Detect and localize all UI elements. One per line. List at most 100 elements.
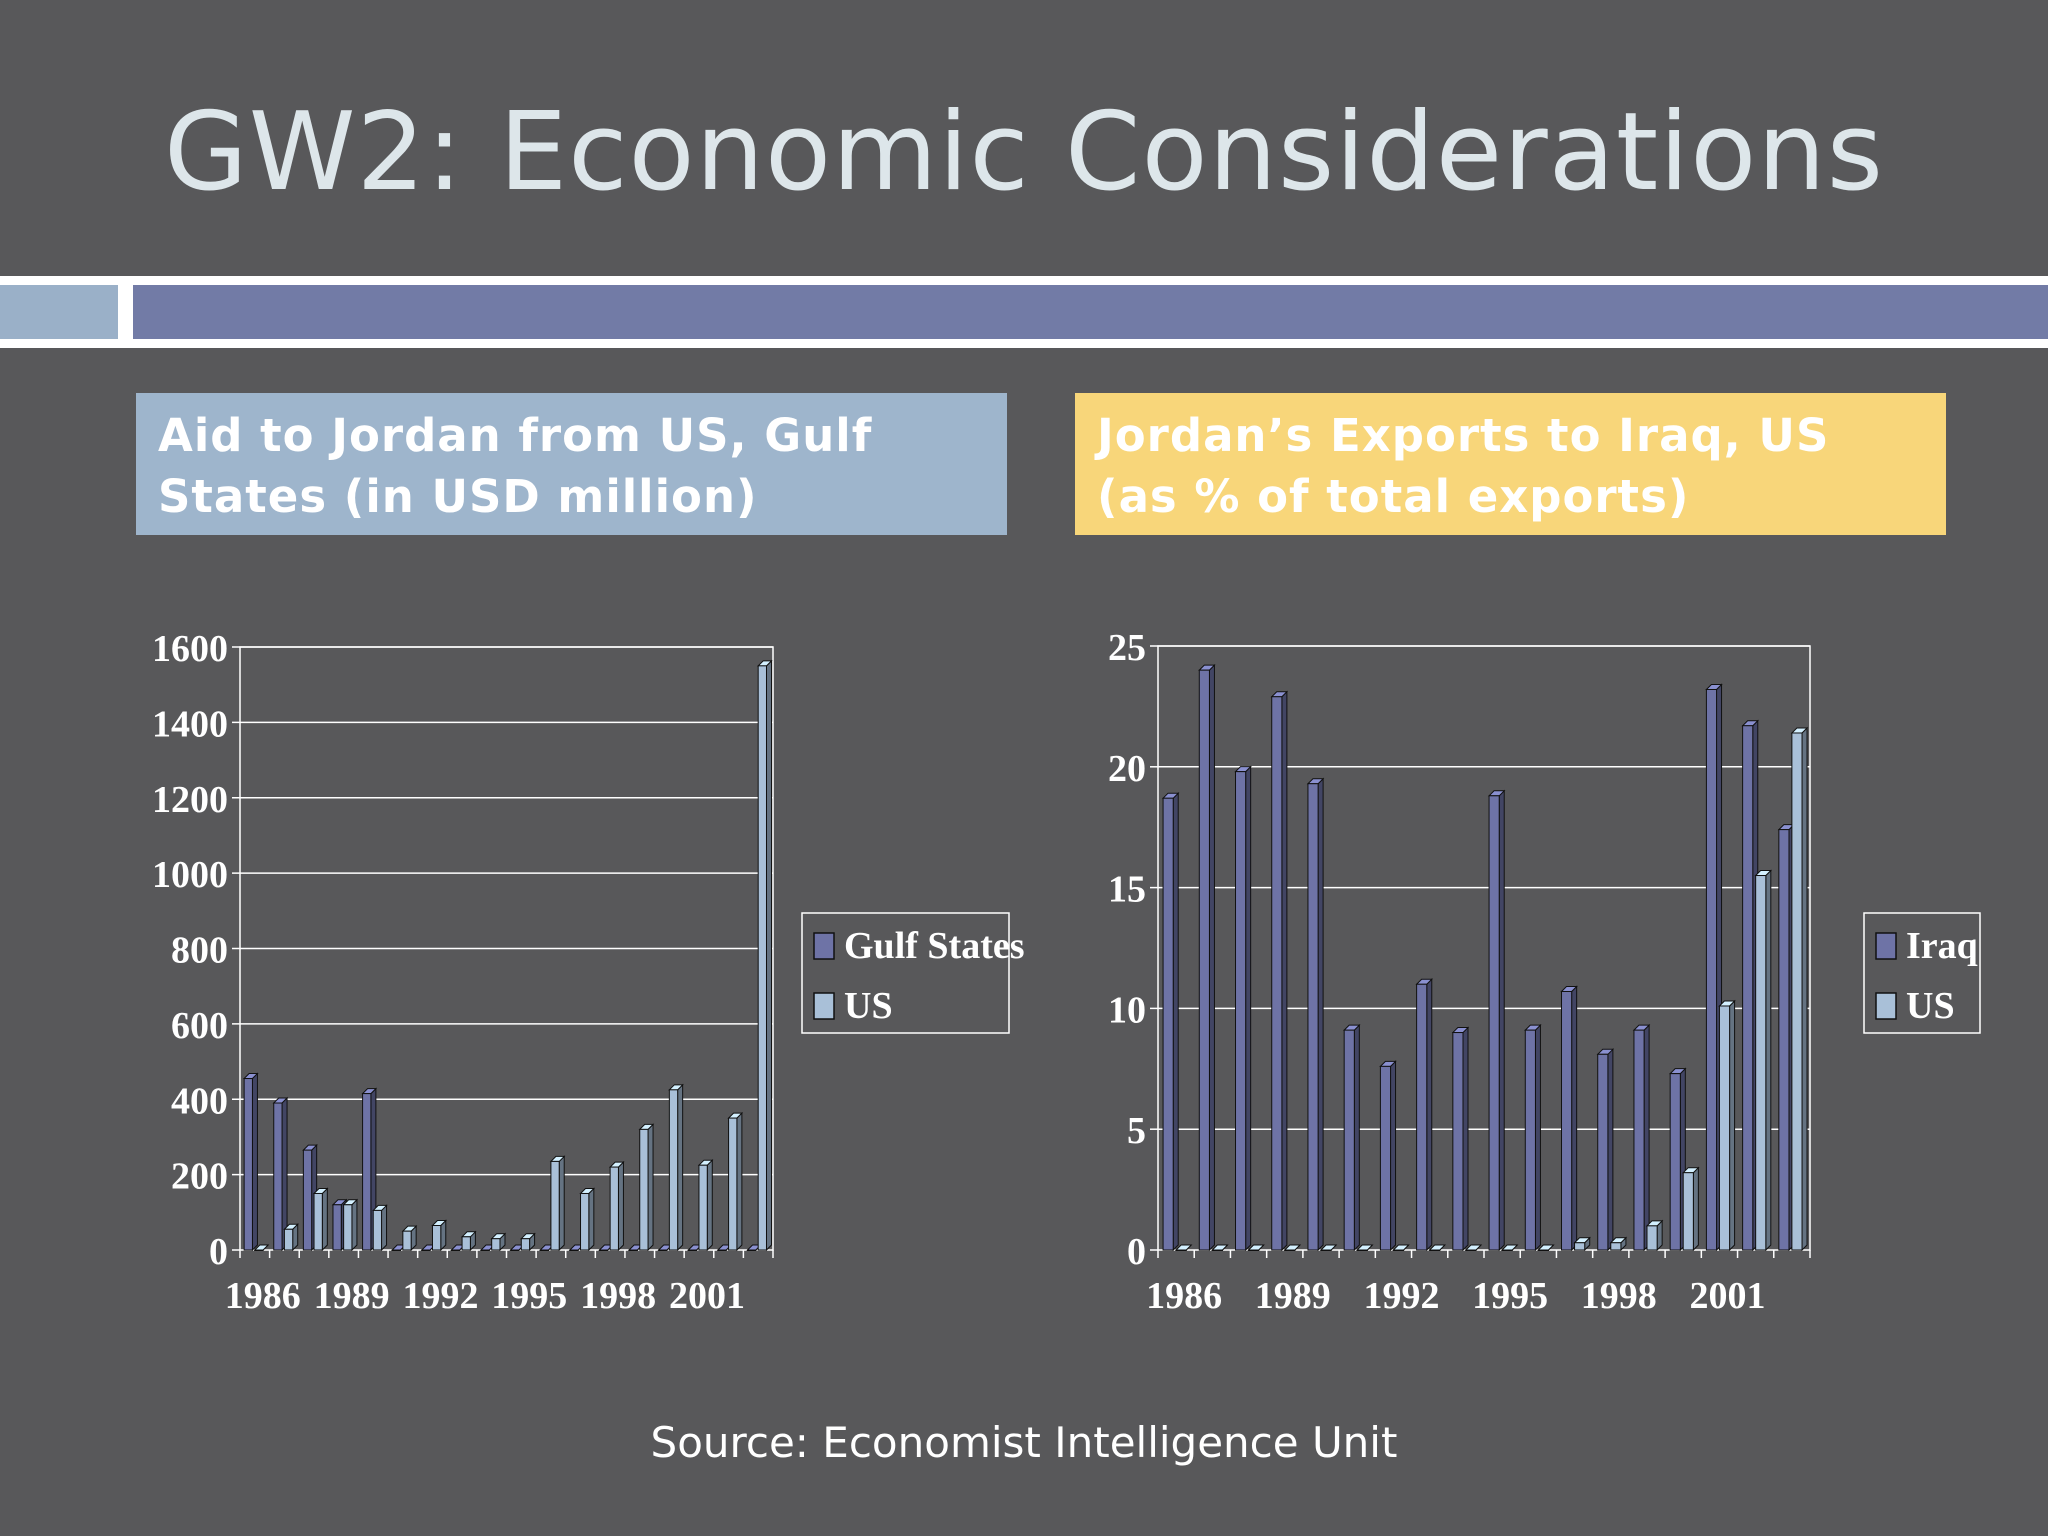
y-tick-label: 0 — [209, 1231, 228, 1273]
y-tick-label: 200 — [171, 1156, 228, 1198]
bar-iraq — [1561, 990, 1573, 1251]
bar-iraq — [1524, 1029, 1536, 1251]
bar-us — [1574, 1242, 1586, 1251]
bar-iraq — [1416, 983, 1428, 1251]
bar-us — [1175, 1249, 1187, 1251]
bar-gulf-states — [747, 1249, 757, 1251]
bar-side — [647, 1123, 654, 1252]
y-tick-label: 1400 — [152, 703, 228, 745]
x-tick-label: 2001 — [669, 1275, 745, 1317]
bar-iraq — [1488, 795, 1500, 1251]
bar-gulf-states — [243, 1078, 253, 1251]
bar-gulf-states — [421, 1249, 431, 1251]
bar-side — [1462, 1026, 1469, 1252]
bar-side — [1692, 1166, 1699, 1252]
exports-chart: 0 5 10 15 20 25 1986 1989 1992 1995 1998 2001 Iraq US — [1108, 627, 1981, 1317]
bar-iraq — [1307, 783, 1319, 1251]
bar-us — [461, 1236, 471, 1251]
bar-us — [1429, 1249, 1441, 1251]
legend-swatch-iraq — [1875, 932, 1897, 960]
y-tick-label: 400 — [171, 1080, 228, 1122]
y-tick-label: 1200 — [152, 779, 228, 821]
bar-side — [1317, 777, 1324, 1252]
bar-side — [351, 1198, 358, 1252]
bar-side — [1172, 792, 1179, 1252]
bar-iraq — [1742, 725, 1754, 1251]
bar-iraq — [1162, 797, 1174, 1251]
bar-side — [588, 1187, 595, 1252]
bar-side — [1353, 1023, 1360, 1252]
bar-gulf-states — [569, 1249, 579, 1251]
bar-side — [251, 1072, 258, 1252]
bar-us — [698, 1164, 708, 1251]
bar-side — [558, 1155, 565, 1252]
bar-us — [1755, 875, 1767, 1251]
bar-us — [1718, 1005, 1731, 1251]
x-tick-label: 1986 — [225, 1275, 301, 1317]
bar-iraq — [1198, 669, 1210, 1251]
bar-side — [381, 1204, 388, 1252]
bar-gulf-states — [658, 1249, 668, 1251]
bar-us — [1392, 1249, 1405, 1251]
bar-side — [1801, 726, 1808, 1252]
bar-gulf-states — [539, 1249, 550, 1251]
x-tick-label: 1992 — [402, 1275, 478, 1317]
bar-us — [343, 1204, 353, 1251]
bar-iraq — [1271, 696, 1283, 1251]
bar-us — [1465, 1249, 1477, 1251]
source-note: Source: Economist Intelligence Unit — [650, 1418, 1398, 1467]
bar-iraq — [1705, 688, 1718, 1251]
bar-gulf-states — [450, 1249, 461, 1251]
bar-side — [1390, 1060, 1397, 1252]
bar-gulf-states — [391, 1249, 401, 1251]
bar-us — [254, 1249, 264, 1251]
bar-side — [321, 1187, 328, 1252]
bar-us — [1320, 1249, 1332, 1251]
bar-side — [765, 659, 772, 1252]
bar-side — [706, 1158, 713, 1252]
x-tick-label: 1995 — [1472, 1275, 1548, 1317]
bar-gulf-states — [628, 1249, 638, 1251]
bar-us — [1791, 732, 1803, 1251]
bar-side — [1208, 663, 1215, 1252]
bar-us — [1284, 1249, 1296, 1251]
aid-chart-heading: Aid to Jordan from US, Gulf States (in U… — [136, 393, 1007, 535]
x-tick-label: 1998 — [1581, 1275, 1657, 1317]
y-tick-label: 600 — [171, 1005, 228, 1047]
y-tick-label: 800 — [171, 930, 228, 972]
bar-us — [402, 1230, 412, 1251]
bar-us — [1610, 1242, 1622, 1251]
bar-iraq — [1633, 1029, 1645, 1251]
divider-accent-light — [0, 285, 118, 339]
bar-gulf-states — [687, 1249, 698, 1251]
legend-box — [1863, 912, 1981, 1034]
y-tick-label: 20 — [1108, 748, 1146, 790]
x-tick-label: 1986 — [1146, 1275, 1222, 1317]
bar-side — [1498, 789, 1505, 1252]
bar-us — [580, 1192, 590, 1251]
bar-gulf-states — [332, 1204, 342, 1251]
exports-chart-heading: Jordan’s Exports to Iraq, US (as % of to… — [1075, 393, 1946, 535]
bar-us — [1537, 1249, 1549, 1251]
legend-label: Iraq — [1906, 925, 1978, 967]
bar-iraq — [1778, 829, 1790, 1251]
bar-side — [1765, 869, 1772, 1252]
y-tick-label: 0 — [1127, 1231, 1146, 1273]
legend-box — [801, 912, 1010, 1034]
bar-us — [1682, 1172, 1694, 1251]
y-tick-label: 5 — [1127, 1110, 1146, 1152]
bar-us — [491, 1238, 501, 1251]
x-tick-label: 2001 — [1689, 1275, 1765, 1317]
bar-side — [677, 1083, 684, 1252]
bar-iraq — [1379, 1065, 1392, 1251]
bar-iraq — [1452, 1032, 1464, 1251]
bar-iraq — [1669, 1073, 1681, 1251]
bar-side — [1281, 690, 1288, 1252]
bar-us — [609, 1166, 619, 1251]
bar-iraq — [1235, 771, 1247, 1251]
bar-us — [1248, 1249, 1260, 1251]
bar-us — [431, 1225, 442, 1251]
bar-side — [736, 1111, 743, 1252]
y-tick-label: 10 — [1108, 989, 1146, 1031]
